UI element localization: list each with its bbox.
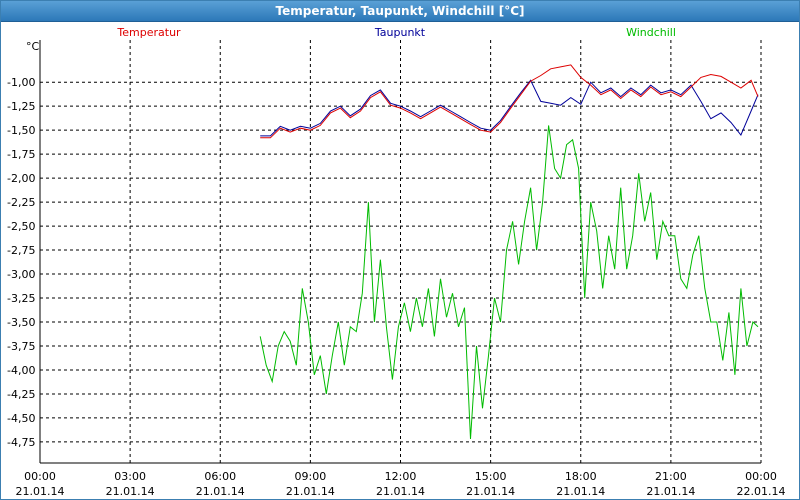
y-tick-label: -2,25 <box>7 196 35 209</box>
y-tick-label: -1,25 <box>7 100 35 113</box>
y-tick-label: -3,25 <box>7 292 35 305</box>
y-tick-label: -3,00 <box>7 268 35 281</box>
legend-temperatur: Temperatur <box>116 26 181 39</box>
y-tick-label: -4,00 <box>7 364 35 377</box>
series-line-temperatur <box>260 64 759 139</box>
y-tick-label: -4,25 <box>7 388 35 401</box>
y-tick-label: -4,50 <box>7 412 35 425</box>
y-tick-label: -3,75 <box>7 340 35 353</box>
x-tick-date: 21.01.14 <box>286 485 335 498</box>
x-tick-date: 21.01.14 <box>466 485 515 498</box>
chart-title: Temperatur, Taupunkt, Windchill [°C] <box>275 4 525 18</box>
x-tick-time: 21:00 <box>655 470 687 483</box>
x-tick-time: 06:00 <box>204 470 236 483</box>
x-tick-time: 03:00 <box>114 470 146 483</box>
series-line-taupunkt <box>260 79 759 137</box>
y-tick-label: -3,50 <box>7 316 35 329</box>
y-tick-label: -1,50 <box>7 124 35 137</box>
x-tick-date: 21.01.14 <box>376 485 425 498</box>
x-tick-date: 21.01.14 <box>556 485 605 498</box>
x-tick-time: 00:00 <box>24 470 56 483</box>
x-tick-date: 21.01.14 <box>646 485 695 498</box>
x-tick-time: 18:00 <box>565 470 597 483</box>
x-tick-time: 00:00 <box>745 470 777 483</box>
y-tick-label: -1,00 <box>7 76 35 89</box>
x-tick-date: 21.01.14 <box>106 485 155 498</box>
y-tick-label: -2,00 <box>7 172 35 185</box>
legend-taupunkt: Taupunkt <box>374 26 426 39</box>
y-tick-label: -4,75 <box>7 436 35 449</box>
y-tick-label: -1,75 <box>7 148 35 161</box>
title-bar: Temperatur, Taupunkt, Windchill [°C] <box>1 1 799 22</box>
x-tick-time: 15:00 <box>475 470 507 483</box>
series-line-windchill <box>259 125 759 440</box>
x-tick-date: 22.01.14 <box>737 485 786 498</box>
y-tick-label: -2,75 <box>7 244 35 257</box>
x-tick-date: 21.01.14 <box>196 485 245 498</box>
x-tick-date: 21.01.14 <box>16 485 65 498</box>
legend-windchill: Windchill <box>626 26 676 39</box>
y-axis-unit: °C <box>26 40 40 53</box>
x-tick-time: 09:00 <box>295 470 327 483</box>
x-tick-time: 12:00 <box>385 470 417 483</box>
y-tick-label: -2,50 <box>7 220 35 233</box>
